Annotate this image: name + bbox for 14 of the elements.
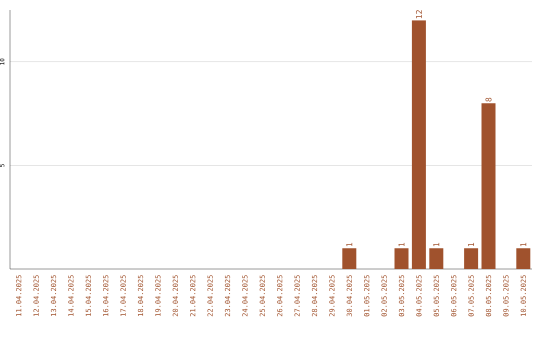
data-label: 1 — [398, 242, 404, 246]
data-label: 8 — [485, 98, 492, 102]
data-label: 1 — [433, 242, 440, 246]
bar — [464, 248, 478, 269]
bar — [394, 248, 409, 269]
data-label: 1 — [468, 242, 474, 246]
bar — [429, 248, 444, 269]
data-label: 1 — [346, 242, 352, 246]
bar — [412, 20, 426, 269]
bar — [516, 248, 530, 269]
bar — [482, 103, 496, 269]
bar — [342, 248, 356, 269]
data-label: 12 — [416, 10, 422, 18]
data-label: 1 — [520, 242, 526, 246]
